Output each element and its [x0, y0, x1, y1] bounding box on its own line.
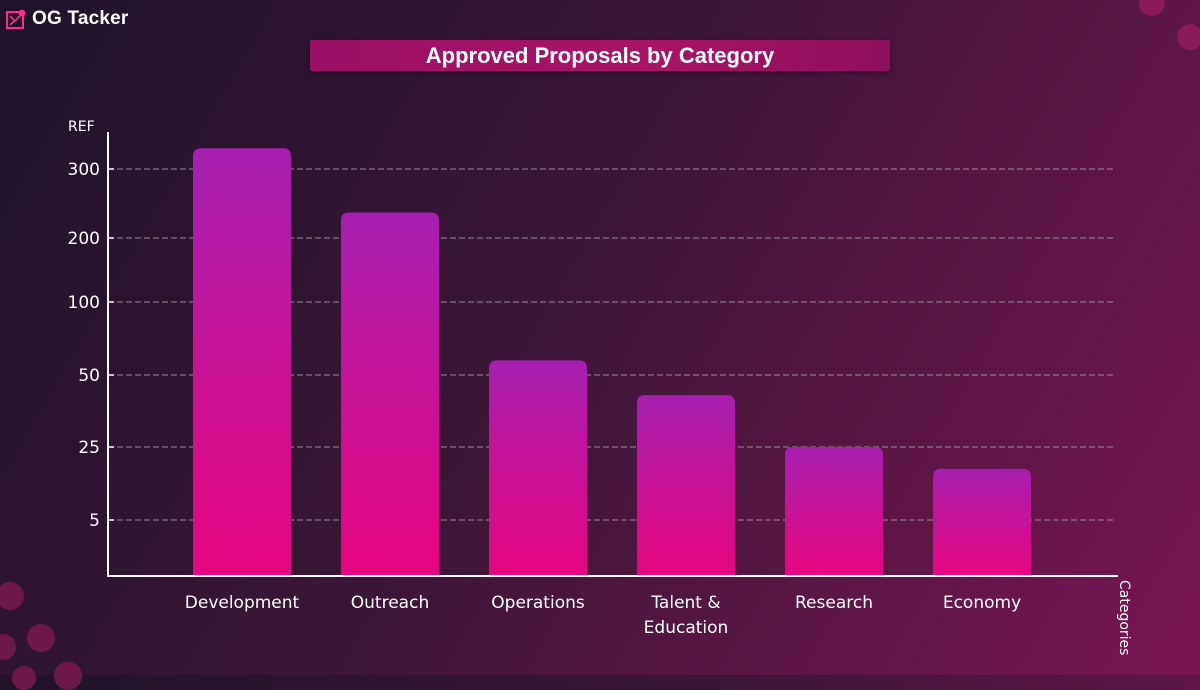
x-category-label: Outreach — [351, 593, 429, 613]
bar — [785, 447, 883, 576]
bar — [933, 468, 1031, 576]
brand: OG Tacker — [6, 8, 129, 30]
chart-title-banner: Approved Proposals by Category — [310, 40, 890, 71]
chart-title: Approved Proposals by Category — [425, 42, 775, 68]
bar-chart: REF Categories 5 25 50 100 200 300 Development… — [68, 119, 1132, 655]
x-category-label: Development — [185, 593, 300, 613]
decor-circle — [1139, 0, 1165, 16]
y-axis-title: REF — [68, 119, 95, 135]
y-tick-label: 300 — [68, 160, 100, 180]
decor-circle — [1177, 24, 1200, 50]
y-tick-label: 200 — [68, 229, 100, 249]
y-tick-label: 50 — [78, 366, 100, 386]
y-tick-label: 5 — [89, 511, 100, 531]
x-category-label: Talent & Education — [644, 593, 729, 638]
decor-circle — [0, 582, 24, 610]
app-name: OG Tacker — [32, 8, 129, 29]
x-axis-title: Categories — [1116, 580, 1132, 655]
y-tick-label: 100 — [68, 293, 100, 313]
decor-circle — [27, 624, 55, 652]
y-tick-label: 25 — [78, 438, 100, 458]
circuit-logo-icon — [6, 9, 26, 29]
bar — [637, 395, 735, 576]
bar — [489, 360, 587, 576]
bar — [193, 148, 291, 577]
decor-circle — [0, 634, 16, 660]
x-category-label: Research — [795, 593, 873, 613]
bar — [341, 212, 439, 576]
x-category-label: Operations — [491, 593, 585, 613]
x-category-label: Economy — [943, 593, 1021, 613]
